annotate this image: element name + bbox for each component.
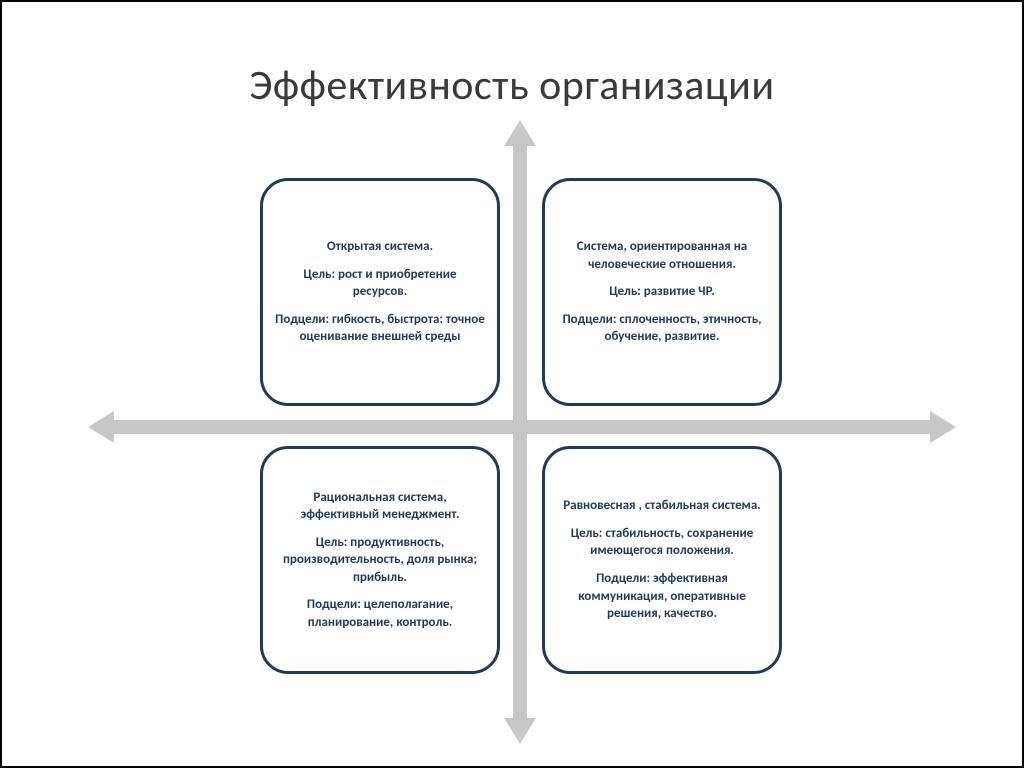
horizontal-axis bbox=[112, 420, 932, 434]
quadrant-text: Цель: рост и приобретение ресурсов. bbox=[275, 266, 485, 301]
quadrant-text: Цель: продуктивность, производительность… bbox=[275, 534, 485, 587]
quadrant-text: Открытая система. bbox=[327, 238, 433, 256]
quadrant-text: Цель: стабильность, сохранение имеющегос… bbox=[557, 525, 767, 560]
quadrant-text: Цель: развитие ЧР. bbox=[609, 283, 715, 301]
quadrant-bottom-left: Рациональная система, эффективный менедж… bbox=[260, 446, 500, 674]
quadrant-text: Система, ориентированная на человеческие… bbox=[557, 238, 767, 273]
page-title: Эффективность организации bbox=[2, 60, 1022, 111]
arrow-right-icon bbox=[930, 411, 956, 443]
arrow-up-icon bbox=[504, 120, 536, 146]
quadrant-text: Подцели: эффективная коммуникация, опера… bbox=[557, 570, 767, 623]
quadrant-text: Подцели: целеполагание, планирование, ко… bbox=[275, 596, 485, 631]
quadrant-text: Рациональная система, эффективный менедж… bbox=[275, 489, 485, 524]
quadrant-text: Подцели: сплоченность, этичность, обучен… bbox=[557, 311, 767, 346]
quadrant-top-right: Система, ориентированная на человеческие… bbox=[542, 178, 782, 406]
arrow-left-icon bbox=[88, 411, 114, 443]
arrow-down-icon bbox=[504, 718, 536, 744]
quadrant-top-left: Открытая система. Цель: рост и приобрете… bbox=[260, 178, 500, 406]
quadrant-bottom-right: Равновесная , стабильная система. Цель: … bbox=[542, 446, 782, 674]
quadrant-text: Подцели: гибкость, быстрота: точное оцен… bbox=[275, 311, 485, 346]
quadrant-text: Равновесная , стабильная система. bbox=[563, 497, 760, 515]
